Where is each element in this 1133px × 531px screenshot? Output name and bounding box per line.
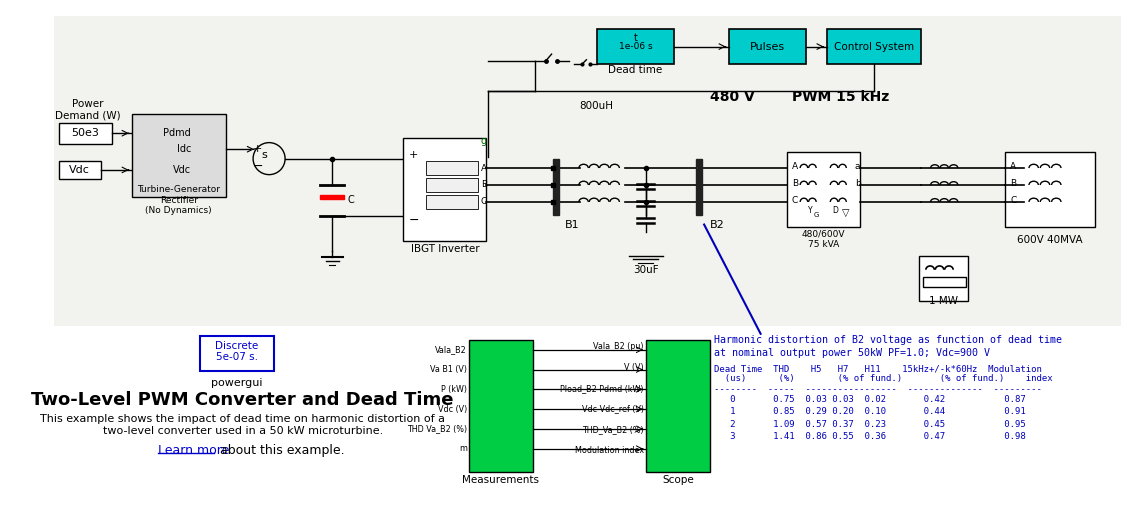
Bar [320,195,344,199]
Bar [426,161,478,175]
Text: Vala_B2: Vala_B2 [435,345,467,354]
Text: a: a [854,161,860,170]
Text: +: + [253,144,263,154]
Text: g: g [480,136,486,145]
Text: Vdc (V): Vdc (V) [437,405,467,414]
Text: Y: Y [808,206,812,215]
Text: Pload_B2 Pdmd (kW): Pload_B2 Pdmd (kW) [561,384,644,393]
Text: 1       0.85  0.29 0.20  0.10       0.44           0.91: 1 0.85 0.29 0.20 0.10 0.44 0.91 [714,407,1025,416]
Text: 600V 40MVA: 600V 40MVA [1017,235,1082,245]
Text: Two-Level PWM Converter and Dead Time: Two-Level PWM Converter and Dead Time [32,391,454,409]
Text: Learn more: Learn more [157,444,229,457]
Text: B2: B2 [710,219,725,229]
Bar [469,340,533,472]
Text: Control System: Control System [834,41,913,52]
Text: (us)      (%)        (% of fund.)       (% of fund.)    index: (us) (%) (% of fund.) (% of fund.) index [714,374,1053,383]
Text: A: A [1011,161,1016,170]
Text: t: t [633,33,638,43]
Text: B: B [482,181,487,190]
Text: This example shows the impact of dead time on harmonic distortion of a: This example shows the impact of dead ti… [41,414,445,424]
Text: 800uH: 800uH [579,101,613,111]
Bar [426,178,478,192]
Text: C: C [792,195,798,204]
Text: Scope: Scope [662,475,693,485]
Bar [59,160,101,179]
Text: 1 MW: 1 MW [929,296,957,306]
Text: Dead time: Dead time [608,65,663,75]
Text: 30uF: 30uF [633,265,658,275]
Text: D: D [832,206,838,215]
Text: +: + [409,150,418,160]
Text: 1e-06 s: 1e-06 s [619,42,653,51]
Text: Vdc Vdc_ref (V): Vdc Vdc_ref (V) [582,405,644,414]
Text: Vdc: Vdc [69,165,91,175]
Text: THD Va_B2 (%): THD Va_B2 (%) [407,424,467,433]
Text: Measurements: Measurements [462,475,539,485]
Text: 5e-07 s.: 5e-07 s. [216,352,258,362]
Text: about this example.: about this example. [216,444,344,457]
Text: Power
Demand (W): Power Demand (W) [54,99,120,121]
Text: Turbine-Generator: Turbine-Generator [137,185,220,194]
Text: 480 V: 480 V [710,90,755,105]
Text: Modulation index: Modulation index [574,446,644,455]
Text: Rectifier: Rectifier [160,195,197,204]
Text: Pdmd: Pdmd [163,128,191,138]
Bar [827,29,921,64]
Text: Harmonic distortion of B2 voltage as function of dead time: Harmonic distortion of B2 voltage as fun… [714,336,1062,345]
Bar [597,29,674,64]
Text: IBGT Inverter: IBGT Inverter [411,244,479,254]
Text: B: B [792,178,798,187]
Bar [1005,152,1094,227]
Text: Vdc: Vdc [173,165,191,175]
Text: --------  -----  -----------------  --------------  ---------: -------- ----- ----------------- -------… [714,385,1041,394]
Text: A: A [792,161,798,170]
Bar [553,159,559,215]
Text: b: b [854,178,861,187]
Text: V (V): V (V) [624,363,644,372]
Text: B1: B1 [565,219,580,229]
Bar [696,159,702,215]
Text: 0       0.75  0.03 0.03  0.02       0.42           0.87: 0 0.75 0.03 0.03 0.02 0.42 0.87 [714,395,1025,404]
Text: Dead Time  THD    H5   H7   H11    15kHz+/-k*60Hz  Modulation: Dead Time THD H5 H7 H11 15kHz+/-k*60Hz M… [714,364,1041,373]
Text: P (kW): P (kW) [441,385,467,394]
Bar [59,123,112,143]
Text: B: B [1011,178,1016,187]
Text: 3       1.41  0.86 0.55  0.36       0.47           0.98: 3 1.41 0.86 0.55 0.36 0.47 0.98 [714,432,1025,441]
Text: 50e3: 50e3 [71,128,100,138]
Bar [729,29,806,64]
Text: PWM 15 kHz: PWM 15 kHz [792,90,889,105]
Bar [919,255,968,301]
Text: −: − [409,215,419,227]
Bar [426,195,478,209]
Text: −: − [253,160,263,173]
Text: Discrete: Discrete [215,341,258,351]
Bar [787,152,860,227]
Bar [646,340,709,472]
Text: Va B1 (V): Va B1 (V) [429,365,467,374]
Text: at nominal output power 50kW PF=1.0; Vdc=900 V: at nominal output power 50kW PF=1.0; Vdc… [714,348,989,357]
Text: G: G [813,212,819,218]
Bar [54,15,1122,326]
Text: C: C [1011,195,1016,204]
Text: ▽: ▽ [842,208,849,218]
Text: powergui: powergui [212,378,263,388]
Text: Vala_B2 (pu): Vala_B2 (pu) [594,342,644,352]
Bar [201,336,274,371]
Text: Pulses: Pulses [750,41,785,52]
Bar [403,138,486,242]
Bar [922,277,965,287]
Text: A: A [482,164,487,173]
Text: 2       1.09  0.57 0.37  0.23       0.45           0.95: 2 1.09 0.57 0.37 0.23 0.45 0.95 [714,419,1025,429]
Text: THD_Va_B2 (%): THD_Va_B2 (%) [582,425,644,434]
Text: 480/600V
75 kVA: 480/600V 75 kVA [802,230,845,250]
Text: Idc: Idc [177,144,191,154]
Text: two-level converter used in a 50 kW microturbine.: two-level converter used in a 50 kW micr… [103,426,383,436]
Text: m: m [459,444,467,453]
Text: (No Dynamics): (No Dynamics) [145,206,212,215]
Text: C: C [347,195,353,205]
Text: C: C [482,198,487,207]
Bar [131,114,225,197]
Text: s: s [262,150,267,160]
